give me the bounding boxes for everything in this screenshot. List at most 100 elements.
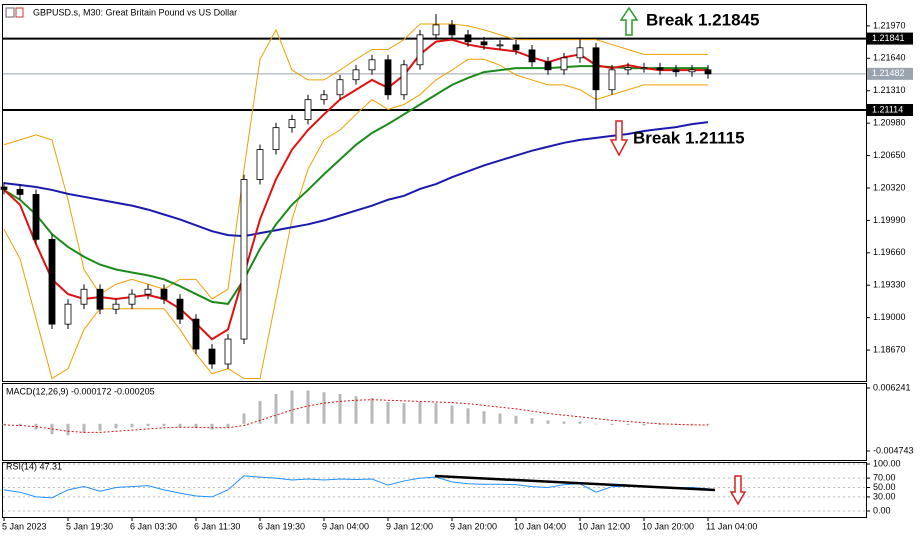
candle-body	[224, 338, 232, 365]
candle-body	[304, 99, 312, 121]
macd-bar	[18, 423, 22, 427]
rsi-panel	[2, 462, 867, 518]
macd-bar	[194, 423, 198, 429]
candle-body	[288, 119, 296, 129]
x-tick-label: 6 Jan 19:30	[258, 521, 305, 531]
macd-bar	[322, 392, 326, 424]
current-price-tag	[867, 67, 913, 80]
candle-body	[480, 41, 488, 46]
candle-body	[320, 94, 328, 101]
candle-body	[32, 194, 40, 240]
candle-body	[128, 293, 136, 305]
chart-title: GBPUSD.s, M30: Great Britain Pound vs US…	[33, 7, 237, 17]
macd-bar	[114, 423, 118, 429]
y-tick-label: -0.004743	[873, 445, 914, 455]
candle-body	[464, 34, 472, 43]
candle-body	[160, 288, 168, 300]
macd-bar	[306, 390, 310, 424]
macd-bar	[434, 403, 438, 424]
candle-body	[400, 64, 408, 96]
y-tick-label: 1.19000	[873, 312, 906, 322]
x-tick-label: 5 Jan 19:30	[66, 521, 113, 531]
macd-bar	[274, 393, 278, 424]
indicator-line	[3, 58, 708, 380]
candle-body	[352, 69, 360, 81]
x-tick-label: 9 Jan 20:00	[450, 521, 497, 531]
candle-body	[192, 318, 200, 350]
candle-body	[80, 288, 88, 305]
down-arrow	[609, 120, 629, 157]
x-tick-label: 10 Jan 04:00	[514, 521, 566, 531]
rsi-line	[3, 475, 709, 499]
y-tick-label: 1.20320	[873, 182, 906, 192]
candle-body	[608, 69, 616, 91]
candle-body	[208, 348, 216, 365]
annotation: Break 1.21115	[633, 128, 745, 147]
macd-bar	[82, 423, 86, 433]
macd-bar	[546, 420, 550, 424]
candle-body	[368, 59, 376, 71]
macd-bar	[594, 423, 598, 425]
candle-body	[272, 127, 280, 150]
candle-body	[96, 288, 104, 310]
macd-signal	[3, 399, 709, 433]
x-tick-label: 6 Jan 03:30	[130, 521, 177, 531]
macd-bar	[242, 413, 246, 424]
macd-bar	[418, 401, 422, 424]
candle-body	[512, 44, 520, 51]
icon	[15, 7, 24, 18]
candle-body	[528, 49, 536, 63]
x-tick-label: 9 Jan 04:00	[322, 521, 369, 531]
y-tick-label: 0.00	[873, 505, 891, 515]
candle-body	[592, 47, 600, 91]
candle-body	[416, 34, 424, 66]
plot-layer: 1.21970 1.21640 1.21310 1.20980 1.20650 1.203…	[0, 14, 914, 531]
macd-bar	[402, 403, 406, 424]
macd-title: MACD(12,26,9) -0.000172 -0.000205	[6, 386, 155, 396]
candle-body	[336, 79, 344, 96]
macd-bar	[290, 390, 294, 424]
candle-body	[64, 303, 72, 325]
annotation: Break 1.21845	[646, 10, 759, 29]
candle-body	[112, 303, 120, 310]
macd-bar	[258, 400, 262, 424]
x-tick-label: 11 Jan 04:00	[706, 521, 757, 531]
indicator-line	[3, 65, 708, 305]
candle-body	[176, 298, 184, 320]
candle-body	[576, 47, 584, 59]
level-label: 1.21841	[872, 33, 905, 43]
candle-body	[448, 24, 456, 36]
y-tick-label: 1.19990	[873, 215, 906, 225]
macd-bar	[690, 423, 694, 425]
macd-bar	[162, 423, 166, 427]
candle-body	[544, 61, 552, 71]
symbol-icons	[5, 7, 24, 18]
macd-panel	[2, 383, 867, 461]
candle-body	[640, 67, 648, 70]
macd-bar	[658, 423, 662, 425]
y-tick-label: 70.00	[873, 472, 896, 482]
macd-bar	[98, 423, 102, 431]
y-tick-label: 1.18670	[873, 344, 906, 354]
macd-bar	[226, 423, 230, 428]
y-tick-label: 1.20980	[873, 118, 906, 128]
macd-bar	[578, 421, 582, 424]
macd-bar	[530, 418, 534, 424]
level-label: 1.21114	[872, 104, 903, 114]
x-tick-label: 9 Jan 12:00	[386, 521, 433, 531]
price-panel	[2, 4, 867, 382]
up-arrow	[619, 6, 639, 36]
y-tick-label: 0.006241	[873, 382, 911, 392]
candle-body	[688, 69, 696, 73]
indicator-line	[3, 23, 708, 300]
candle-body	[704, 69, 712, 75]
macd-bar	[210, 423, 214, 430]
y-tick-label: 1.21310	[873, 85, 906, 95]
macd-bar	[706, 423, 710, 425]
x-tick-label: 10 Jan 20:00	[642, 521, 694, 531]
candle-body	[240, 179, 248, 340]
candle-body	[256, 149, 264, 180]
macd-bar	[626, 423, 630, 425]
candle-body	[624, 67, 632, 71]
